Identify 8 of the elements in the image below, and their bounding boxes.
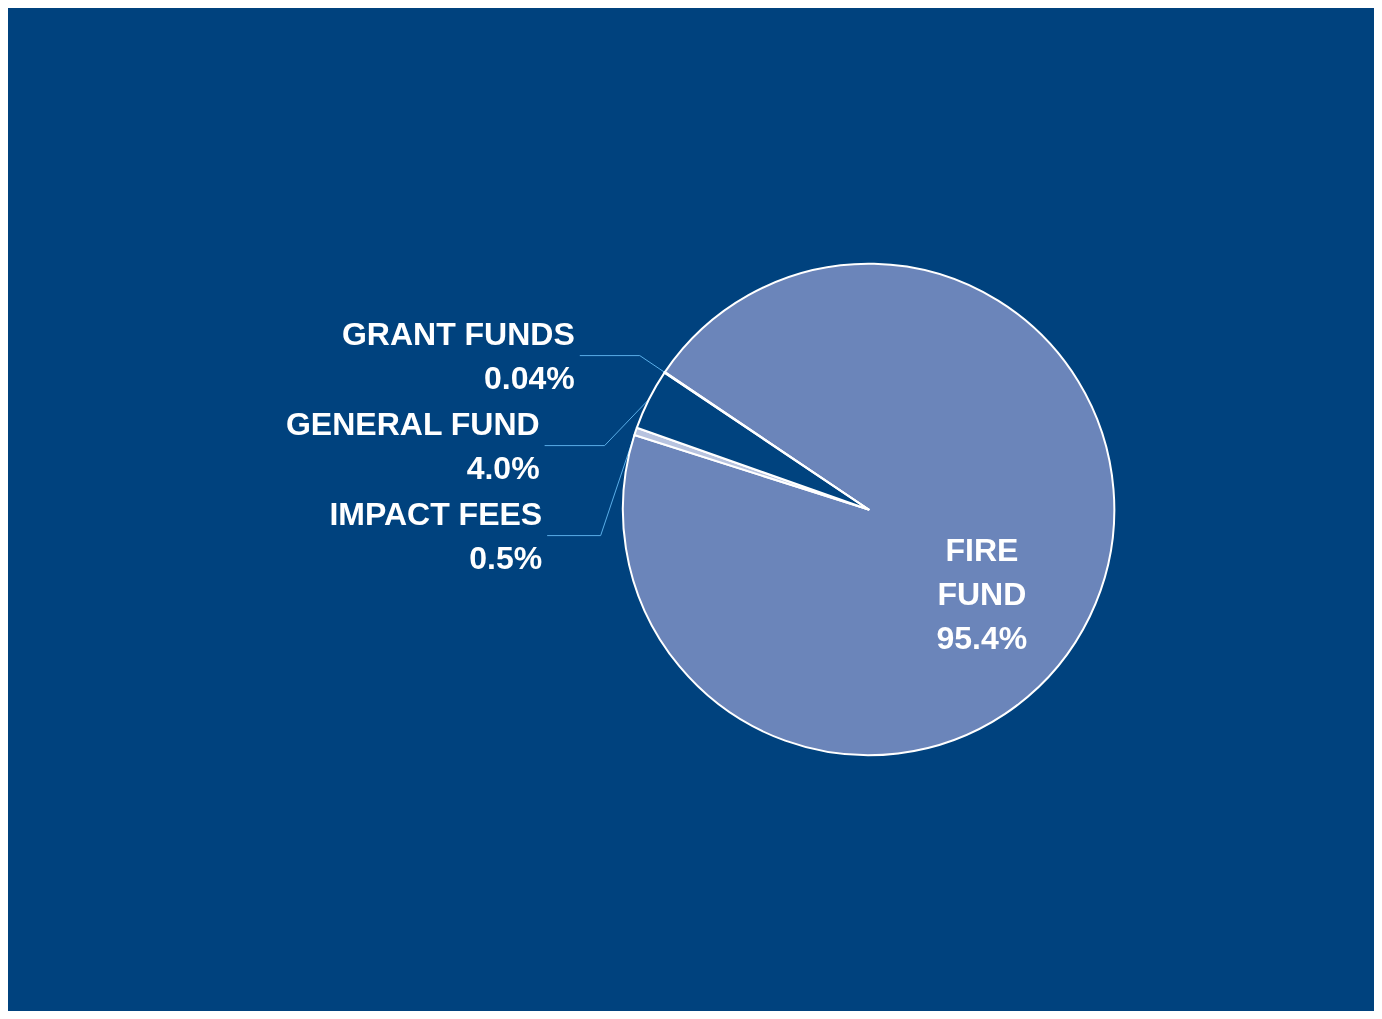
data-label: 95.4% <box>936 620 1028 657</box>
data-label: 0.5% <box>469 539 543 576</box>
slice-label: GENERAL FUND <box>285 405 540 442</box>
data-label: 0.04% <box>484 359 575 396</box>
slice-label: FIRE FUND <box>937 532 1027 613</box>
slice-label: GRANT FUNDS <box>341 315 575 352</box>
slice-label: IMPACT FEES <box>329 495 543 532</box>
data-label: 4.0% <box>466 449 540 486</box>
